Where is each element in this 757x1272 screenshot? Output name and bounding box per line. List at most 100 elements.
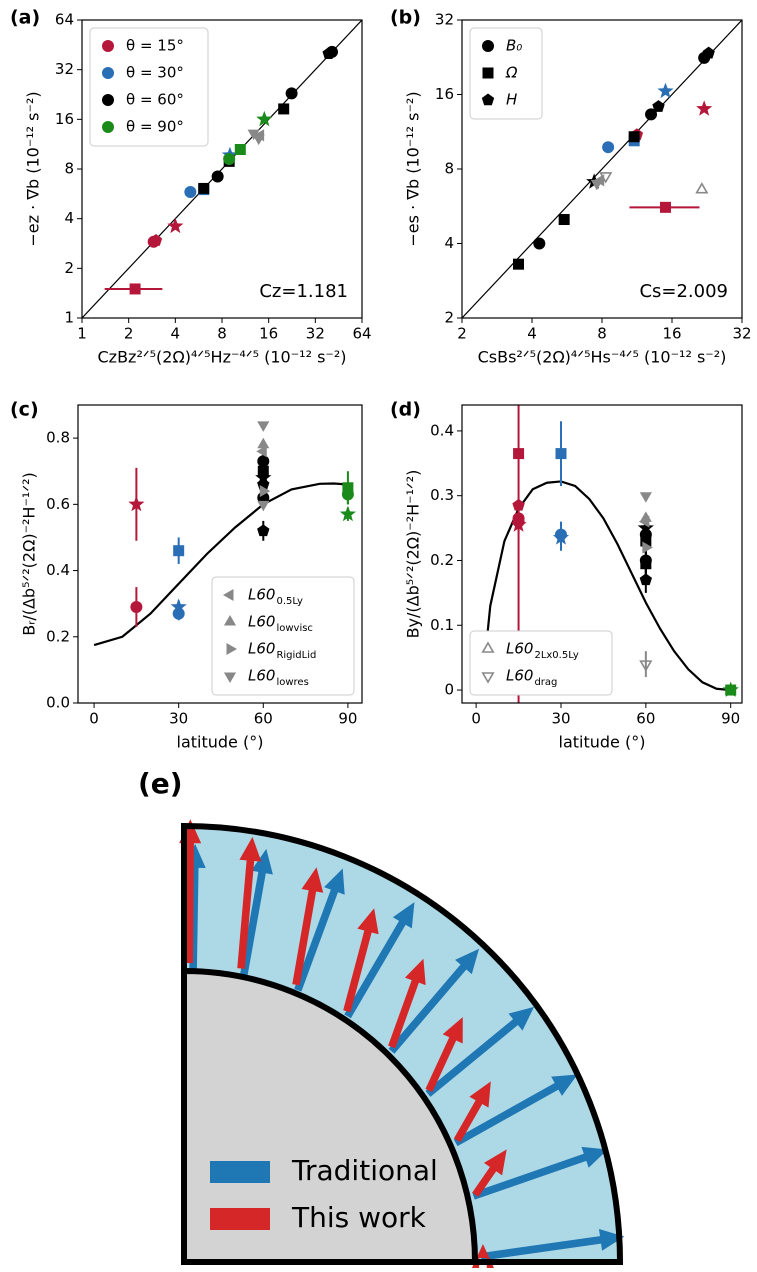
- x-tick-label: 32: [306, 325, 325, 343]
- x-tick-label: 64: [352, 325, 371, 343]
- x-tick-label: 4: [527, 325, 537, 343]
- marker: [339, 505, 356, 522]
- arrow: [472, 1149, 507, 1197]
- marker: [696, 100, 713, 116]
- y-tick-label: 0.1: [430, 616, 454, 634]
- marker: [639, 573, 653, 586]
- marker: [638, 515, 650, 528]
- axes-frame: [461, 404, 743, 704]
- arrow: [425, 1006, 535, 1097]
- x-tick-label: 90: [721, 710, 740, 728]
- marker: [223, 152, 236, 165]
- marker: [256, 445, 267, 458]
- x-tick-label: 2: [124, 325, 134, 343]
- marker: [657, 82, 674, 99]
- x-tick-label: 32: [732, 325, 751, 343]
- plot-area: [82, 20, 362, 318]
- marker: [257, 524, 270, 537]
- x-tick-label: 16: [259, 325, 278, 343]
- marker: [481, 672, 495, 684]
- marker: [482, 67, 494, 79]
- marker: [659, 201, 671, 213]
- marker: [223, 588, 234, 602]
- y-axis-label: −es · ∇b (10⁻¹² s⁻²): [404, 91, 423, 246]
- marker: [223, 615, 237, 626]
- annotation: Cs=2.009: [639, 281, 728, 302]
- x-tick-label: 1: [77, 325, 87, 343]
- y-tick-label: 4: [64, 209, 74, 227]
- legend-subscript: drag: [534, 677, 557, 688]
- y-tick-label: 64: [55, 11, 74, 29]
- arrow: [343, 908, 379, 1013]
- arrow: [472, 1146, 608, 1200]
- legend-subscript: RigidLid: [276, 650, 316, 661]
- marker: [173, 545, 185, 557]
- panel-label: (a): [10, 7, 40, 29]
- y-tick-label: 0.4: [46, 561, 70, 579]
- x-axis-label: CzBz²ᐟ⁵(2Ω)⁴ᐟ⁵Hz⁻⁴ᐟ⁵ (10⁻¹² s⁻²): [98, 348, 347, 367]
- marker: [259, 485, 271, 498]
- legend-label: B₀: [506, 37, 522, 55]
- arrow: [237, 836, 262, 969]
- legend-subscript: lowres: [276, 677, 308, 688]
- marker: [640, 558, 652, 570]
- y-tick-label: 2: [64, 259, 74, 277]
- marker: [285, 87, 298, 100]
- legend-label: L60: [248, 640, 275, 658]
- marker: [256, 110, 273, 127]
- curve: [93, 482, 348, 647]
- marker: [510, 516, 527, 532]
- y-tick-label: 16: [55, 110, 74, 128]
- diagram: Traditional This work: [179, 819, 625, 1268]
- marker: [102, 40, 114, 52]
- marker: [552, 529, 570, 545]
- arrow: [425, 1017, 463, 1093]
- y-axis-label: By/(Δb⁵ᐟ²(2Ω)⁻²H⁻¹ᐟ²): [404, 470, 423, 639]
- marker: [639, 660, 653, 672]
- x-tick-label: 90: [338, 710, 357, 728]
- y-tick-label: 0.3: [430, 486, 454, 504]
- y-tick-label: 16: [435, 85, 454, 103]
- marker: [326, 45, 339, 58]
- x-tick-label: 16: [662, 325, 681, 343]
- legend-label: θ = 60°: [126, 91, 184, 109]
- legend-label: θ = 15°: [126, 37, 184, 55]
- marker: [234, 144, 246, 156]
- arrow: [388, 958, 426, 1049]
- panel-label: (b): [390, 7, 421, 29]
- marker: [278, 103, 290, 115]
- legend-label: Ω: [505, 64, 518, 82]
- marker: [482, 40, 494, 52]
- marker: [170, 598, 187, 614]
- arrow: [240, 848, 273, 976]
- annotation: Cz=1.181: [259, 281, 348, 302]
- legend-box: [469, 630, 613, 696]
- outer-border: [181, 822, 624, 1265]
- marker: [639, 492, 652, 503]
- marker: [513, 448, 525, 460]
- y-tick-label: 0.2: [46, 627, 70, 645]
- marker: [702, 46, 715, 59]
- marker: [253, 129, 265, 142]
- x-tick-label: 2: [457, 325, 467, 343]
- x-axis-label: latitude (°): [559, 733, 646, 752]
- legend-subscript: 0.5Ly: [276, 596, 303, 607]
- legend-label: θ = 90°: [126, 118, 184, 136]
- marker: [652, 100, 665, 112]
- arrow: [453, 1074, 578, 1147]
- marker: [129, 283, 141, 295]
- legend-label: L60: [248, 667, 275, 685]
- x-tick-label: 0: [471, 710, 481, 728]
- x-tick-label: 8: [597, 325, 607, 343]
- marker: [645, 108, 658, 121]
- marker: [130, 600, 143, 613]
- y-tick-label: 0.0: [46, 694, 70, 712]
- marker: [184, 186, 197, 199]
- arrow: [183, 843, 206, 970]
- x-tick-label: 8: [217, 325, 227, 343]
- marker: [257, 500, 270, 512]
- arrow: [344, 902, 415, 1019]
- marker: [198, 182, 210, 194]
- inner-disk: [181, 967, 479, 1265]
